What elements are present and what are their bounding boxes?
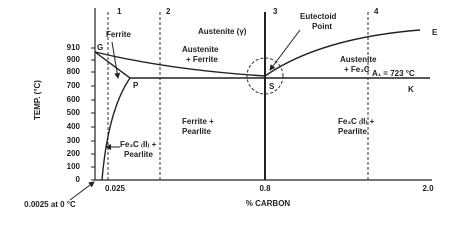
y-tick-label: 910 [67, 43, 81, 52]
line-label: 2 [166, 7, 171, 16]
point-label: G [97, 43, 103, 52]
se-curve [264, 29, 421, 77]
region-label: Austenite [340, 55, 377, 64]
y-tick-label: 200 [67, 149, 81, 158]
region-label: Eutectoid [300, 12, 337, 21]
eutectoid-circle [246, 57, 284, 95]
point-label: S [269, 82, 275, 91]
y-tick-label: 800 [67, 67, 81, 76]
y-tick-label: 700 [67, 81, 81, 90]
gp-line [94, 51, 131, 79]
x-tick-label: 2.0 [422, 184, 434, 193]
region-label: Pearlite [124, 150, 153, 159]
region-label: Fe₃C ₍II₎ + [120, 140, 157, 149]
y-tick-label: 900 [67, 55, 81, 64]
phase-diagram: TEMP. (°C) % CARBON 0.0025 at 0 °C 910 90… [24, 7, 438, 209]
region-label: + Ferrite [186, 55, 218, 64]
region-label: Ferrite [106, 30, 131, 39]
region-label: A₁ = 723 °C [372, 69, 415, 78]
region-label: Pearlite [182, 127, 211, 136]
line-label: 3 [273, 7, 278, 16]
y-tick-label: 300 [67, 136, 81, 145]
region-label: Ferrite + [182, 117, 214, 126]
region-label: + Fe₃C [344, 65, 370, 74]
arrow [111, 41, 121, 79]
y-ticks: 910 900 800 700 600 500 400 300 200 100 0 [67, 43, 95, 184]
point-label: E [432, 28, 438, 37]
region-label: Fe₃C ₍II₎ + [338, 117, 375, 126]
region-label: Pearlite [338, 127, 367, 136]
y-tick-label: 0 [76, 175, 81, 184]
y-tick-label: 400 [67, 122, 81, 131]
y-tick-label: 600 [67, 95, 81, 104]
y-tick-label: 100 [67, 162, 81, 171]
x-tick-label: 0.8 [259, 184, 271, 193]
y-tick-label: 500 [67, 108, 81, 117]
region-label: Austenite [182, 45, 219, 54]
point-label: P [133, 81, 139, 90]
arrow [69, 181, 95, 201]
x-title: % CARBON [246, 199, 291, 208]
pq-curve [101, 77, 131, 181]
region-label: Point [312, 22, 332, 31]
x-note: 0.0025 at 0 °C [24, 200, 76, 209]
x-tick-label: 0.025 [105, 184, 126, 193]
y-title: TEMP. (°C) [33, 80, 42, 120]
region-label: Austenite (γ) [198, 27, 247, 36]
point-label: K [408, 85, 414, 94]
line-label: 1 [117, 7, 122, 16]
gs-curve [94, 51, 266, 77]
arrow [269, 29, 301, 71]
line-label: 4 [374, 7, 379, 16]
